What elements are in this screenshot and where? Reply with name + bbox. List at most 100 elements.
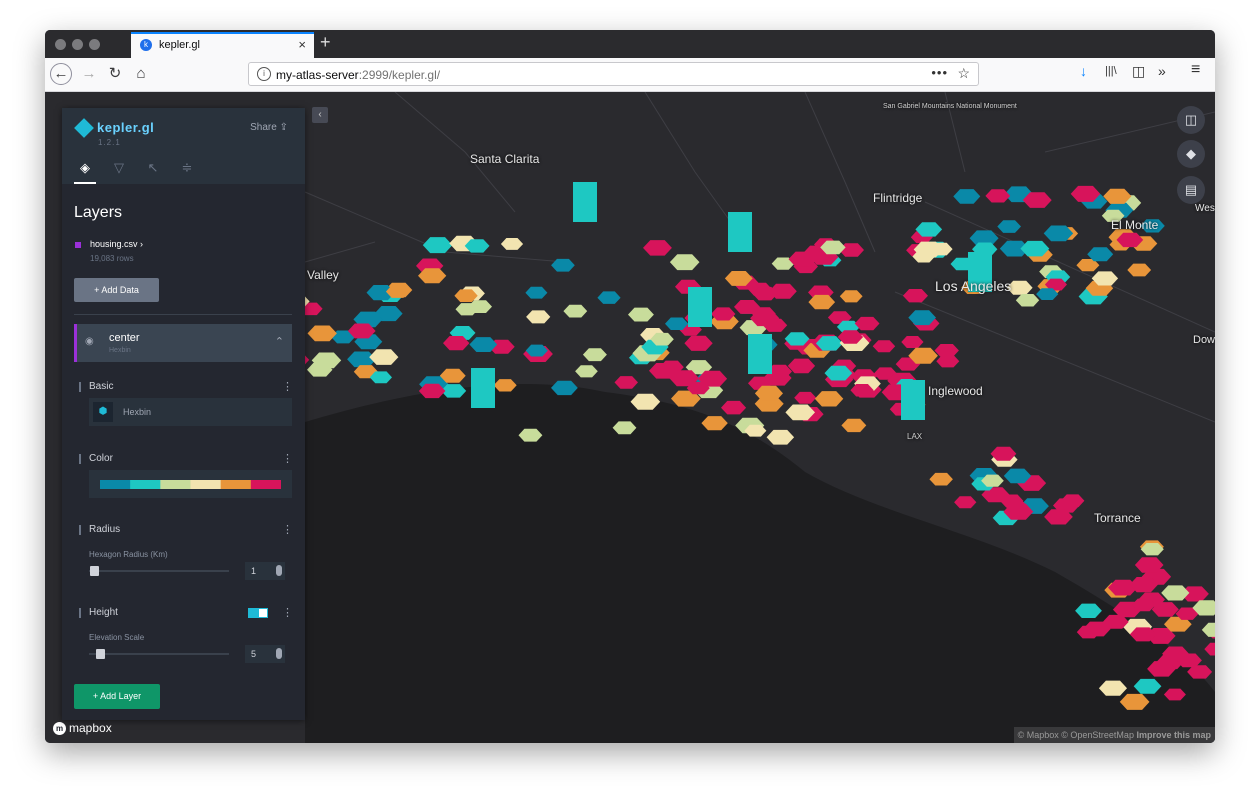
hexbin-cell [1005, 501, 1029, 513]
hexbin-cell [744, 424, 767, 437]
hexbin-cell [902, 289, 928, 303]
reload-button[interactable]: ↻ [108, 65, 122, 82]
stepper-icon[interactable] [276, 648, 282, 659]
sidebar-icon[interactable]: ◫ [1132, 63, 1146, 79]
back-button[interactable]: ← [50, 63, 72, 85]
bookmark-star-icon[interactable]: ☆ [957, 65, 970, 81]
url-bar[interactable]: i my-atlas-server:2999/kepler.gl/ ••• ☆ [248, 62, 979, 86]
more-vertical-icon[interactable]: ⋮ [282, 381, 293, 393]
new-tab-button[interactable]: + [320, 32, 331, 52]
radius-input[interactable]: 1 [245, 562, 285, 580]
home-button[interactable]: ⌂ [136, 65, 146, 82]
hexbin-cell [665, 317, 689, 330]
dataset-name[interactable]: housing.csv › [90, 239, 144, 249]
height-toggle[interactable] [248, 608, 268, 618]
hexbin-icon: ⬢ [93, 402, 113, 422]
version-label: 1.2.1 [98, 138, 121, 147]
hexbin-column [688, 287, 712, 327]
hexbin-cell [734, 300, 760, 314]
radius-label: Hexagon Radius (Km) [89, 550, 168, 559]
page-actions-icon[interactable]: ••• [931, 65, 948, 80]
hexbin-cell [1044, 278, 1067, 291]
panel-header: kepler.gl 1.2.1 Share ⇪ ◈ ▽ ↖ ≑ [62, 108, 305, 184]
zoom-window-button[interactable] [89, 39, 100, 50]
tab-interactions-icon[interactable]: ↖ [147, 160, 159, 175]
more-vertical-icon[interactable]: ⋮ [282, 607, 293, 619]
hexbin-column [573, 182, 597, 222]
hexbin-cell [999, 240, 1030, 257]
elevation-slider-handle[interactable] [96, 649, 105, 659]
radius-slider[interactable] [89, 570, 229, 572]
tab-map-style-icon[interactable]: ≑ [181, 160, 193, 175]
split-map-icon[interactable]: ◫ [1177, 106, 1205, 134]
hexbin-cell [766, 429, 795, 445]
hexbin-cell [1091, 271, 1119, 286]
hexbin-cell [839, 290, 863, 303]
chevron-up-icon[interactable]: ⌃ [274, 336, 284, 348]
mapbox-logo: m mapbox [53, 721, 112, 735]
hexbin-map[interactable] [45, 92, 1215, 743]
stepper-icon[interactable] [276, 565, 282, 576]
hexbin-cell [721, 400, 747, 415]
hexbin-cell [701, 416, 728, 431]
hexbin-cell [1102, 614, 1129, 629]
collapse-panel-button[interactable]: ‹ [312, 107, 328, 123]
hexbin-cell [808, 294, 836, 310]
tab-layers-icon[interactable]: ◈ [74, 160, 96, 184]
menu-icon[interactable]: ≡ [1191, 61, 1201, 78]
hexbin-cell [850, 384, 874, 397]
hexbin-cell [1163, 688, 1186, 701]
overflow-icon[interactable]: » [1158, 63, 1166, 79]
tab-filters-icon[interactable]: ▽ [114, 160, 124, 175]
3d-view-icon[interactable]: ◆ [1177, 140, 1205, 168]
url-text[interactable]: my-atlas-server:2999/kepler.gl/ [276, 68, 441, 82]
hexbin-cell [837, 330, 864, 344]
layer-card-center[interactable]: ◉ center Hexbin ⌃ [74, 324, 292, 362]
forward-button[interactable]: → [81, 65, 97, 82]
hexbin-cell [551, 258, 575, 272]
layer-type-selector[interactable]: ⬢ Hexbin [89, 398, 292, 426]
elevation-input[interactable]: 5 [245, 645, 285, 663]
hexbin-cell [1162, 646, 1189, 661]
place-label-santa-clarita: Santa Clarita [470, 152, 540, 166]
ocean [305, 383, 1215, 743]
hexbin-cell [353, 311, 383, 328]
kepler-logo-icon [74, 117, 94, 138]
color-range-selector[interactable] [89, 470, 292, 498]
hexbin-cell [1201, 622, 1215, 637]
hexbin-cell [969, 230, 999, 246]
elevation-label: Elevation Scale [89, 633, 145, 642]
eye-icon[interactable]: ◉ [85, 336, 94, 347]
hexbin-column [748, 334, 772, 374]
mapbox-mark-icon: m [53, 721, 66, 735]
hexbin-cell [525, 286, 548, 299]
more-vertical-icon[interactable]: ⋮ [282, 453, 293, 465]
add-data-button[interactable]: + Add Data [74, 278, 159, 302]
browser-tab[interactable]: k kepler.gl × [131, 32, 314, 58]
hexbin-cell [697, 370, 728, 387]
improve-map-link[interactable]: Improve this map [1136, 730, 1211, 740]
hexbin-cell [784, 332, 810, 346]
layer-name[interactable]: center [109, 332, 140, 344]
map-canvas[interactable]: Santa Clarita Flintridge El Monte Los An… [45, 92, 1215, 743]
hexbin-cell [643, 240, 672, 256]
share-button[interactable]: Share ⇪ [250, 122, 288, 133]
minimize-window-button[interactable] [72, 39, 83, 50]
tab-close-icon[interactable]: × [298, 37, 306, 52]
site-info-icon[interactable]: i [257, 67, 271, 81]
hexbin-cell [441, 384, 467, 398]
more-vertical-icon[interactable]: ⋮ [282, 524, 293, 536]
data-table-icon[interactable]: ▤ [1177, 176, 1205, 204]
add-layer-button[interactable]: + Add Layer [74, 684, 160, 709]
download-icon[interactable]: ↓ [1080, 63, 1087, 79]
hexbin-cell [614, 376, 638, 389]
hexbin-cell [954, 496, 977, 509]
hexbin-cell [1082, 621, 1111, 637]
place-label-san-gabriel: San Gabriel Mountains National Monument [883, 103, 1017, 110]
close-window-button[interactable] [55, 39, 66, 50]
radius-slider-handle[interactable] [90, 566, 99, 576]
library-icon[interactable]: |||\ [1105, 65, 1117, 77]
hexbin-cell [464, 239, 490, 253]
hexbin-cell [669, 370, 700, 387]
elevation-slider[interactable] [89, 653, 229, 655]
